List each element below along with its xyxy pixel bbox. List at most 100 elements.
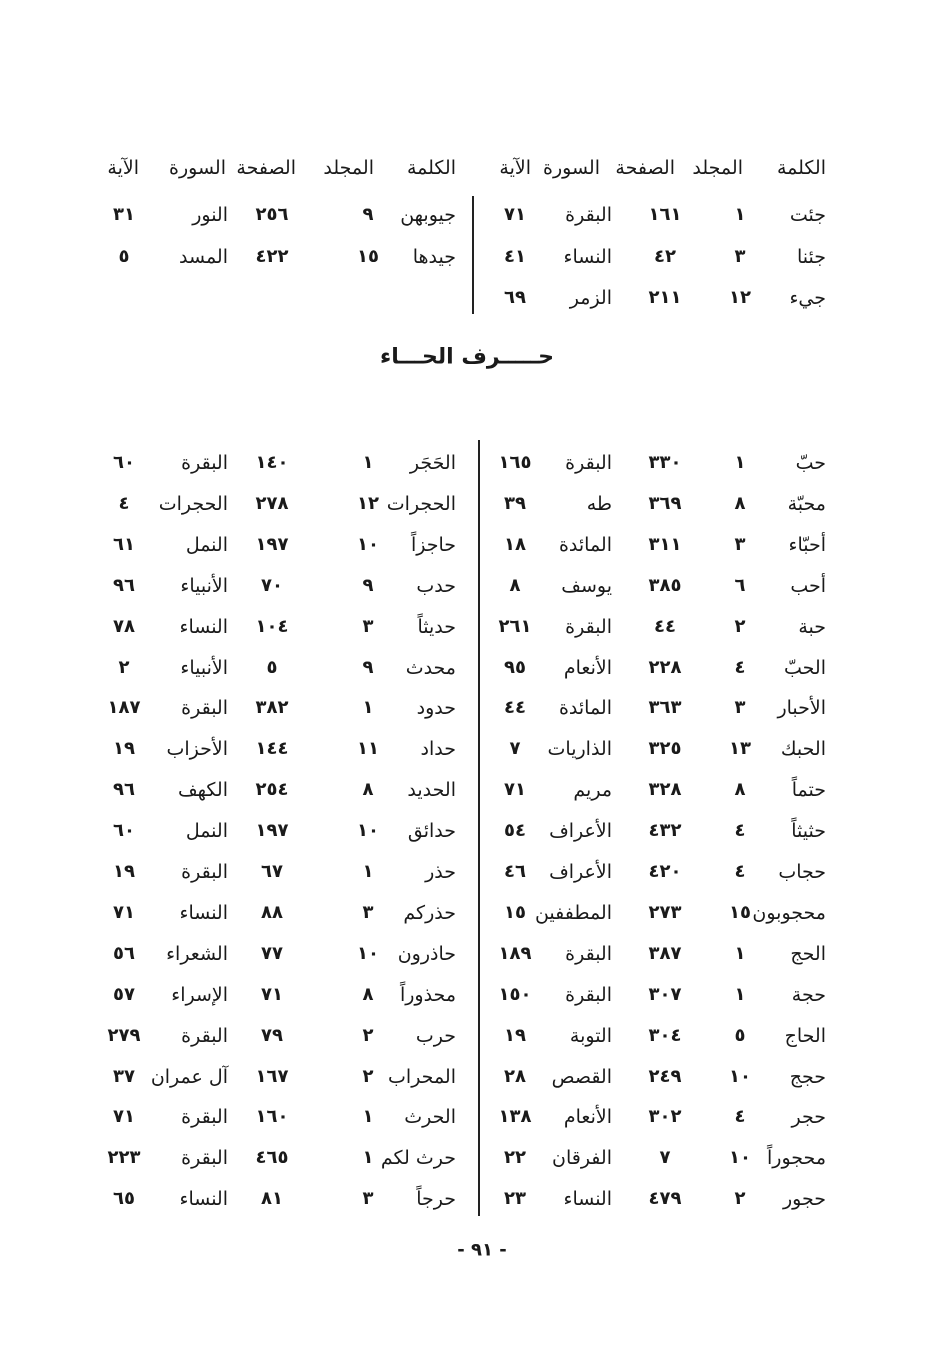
index-page-cell: ٢٧٣ [648, 901, 682, 923]
index-page-cell: ٨٨ [261, 901, 283, 923]
index-surah-cell: القصص [551, 1065, 612, 1088]
index-volume-cell: ٢ [734, 1188, 746, 1210]
index-page-cell: ٣٠٧ [648, 983, 682, 1005]
index-volume-cell: ٣ [734, 697, 746, 719]
index-word-cell: حجر [791, 1106, 827, 1129]
index-ayah-cell: ٢٢٣ [107, 1147, 141, 1169]
index-page-cell: ٢١١ [648, 287, 682, 308]
index-surah-cell: البقرة [181, 452, 228, 474]
index-ayah-cell: ١٣٨ [498, 1106, 532, 1128]
index-page-cell: ٣٦٣ [648, 697, 682, 719]
index-surah-cell: آل عمران [150, 1065, 228, 1088]
index-ayah-cell: ٦١ [113, 533, 135, 555]
index-page-cell: ٣٣٠ [648, 452, 682, 473]
index-ayah-cell: ١٩ [504, 1024, 526, 1046]
index-page-cell: ٢٥٤ [255, 779, 289, 801]
index-word-cell: حجور [782, 1188, 826, 1211]
index-volume-cell: ١٠ [729, 1065, 751, 1087]
index-ayah-cell: ٧١ [113, 1106, 135, 1128]
index-surah-cell: الإسراء [171, 983, 228, 1006]
column-header-volume: المجلد [692, 157, 743, 179]
index-volume-cell: ١٢ [729, 287, 751, 308]
index-surah-cell: الذاريات [547, 738, 612, 761]
index-surah-cell: البقرة [565, 942, 612, 965]
index-volume-cell: ١١ [357, 738, 379, 760]
index-surah-cell: البقرة [181, 1147, 228, 1170]
index-surah-cell: النساء [563, 1188, 612, 1211]
index-surah-cell: البقرة [181, 1024, 228, 1047]
index-ayah-cell: ٢٦١ [498, 615, 532, 637]
index-page-cell: ٣٨٢ [255, 697, 289, 719]
index-volume-cell: ٤ [734, 656, 746, 678]
index-surah-cell: الزمر [569, 287, 612, 309]
index-word-cell: الحبّ [784, 656, 826, 679]
index-volume-cell: ٣ [362, 615, 374, 637]
index-word-cell: الحديد [407, 779, 456, 802]
index-volume-cell: ١٥ [729, 901, 751, 923]
column-header-ayah: الآية [499, 157, 531, 179]
index-surah-cell: يوسف [561, 574, 612, 597]
index-surah-cell: البقرة [181, 697, 228, 720]
index-surah-cell: الأعراف [549, 820, 612, 843]
index-word-cell: حرجاً [416, 1188, 456, 1211]
index-page-cell: ٣٨٧ [648, 942, 682, 964]
index-ayah-cell: ٥٦ [113, 942, 135, 964]
index-word-cell: حجة [791, 983, 826, 1006]
index-word-cell: جيوبهن [400, 204, 456, 226]
index-ayah-cell: ٦٠ [113, 820, 135, 842]
index-word-cell: الحرث [404, 1106, 456, 1129]
index-word-cell: حتماً [791, 779, 826, 802]
index-page-cell: ٤٢٢ [255, 245, 289, 267]
index-volume-cell: ٦ [734, 574, 746, 596]
index-surah-cell: المطففين [534, 901, 612, 924]
index-surah-cell: النمل [185, 533, 228, 556]
index-page-cell: ٤٦٥ [255, 1147, 289, 1169]
index-volume-cell: ٩ [362, 574, 374, 596]
main-column-divider [478, 440, 480, 1216]
index-ayah-cell: ١٨ [504, 533, 526, 555]
index-page-cell: ١٩٧ [255, 820, 289, 842]
index-word-cell: محذوراً [399, 983, 456, 1006]
index-ayah-cell: ٥ [118, 245, 130, 267]
index-word-cell: حداد [420, 738, 456, 761]
index-surah-cell: الأنبياء [180, 656, 228, 679]
index-surah-cell: النمل [185, 820, 228, 843]
index-surah-cell: النساء [179, 615, 228, 638]
index-volume-cell: ٣ [362, 1188, 374, 1210]
index-ayah-cell: ٢ [118, 656, 130, 678]
index-ayah-cell: ٧١ [504, 779, 526, 801]
index-page-cell: ١٤٤ [255, 738, 289, 760]
index-surah-cell: البقرة [565, 452, 612, 474]
column-header-page: الصفحة [236, 157, 296, 179]
index-ayah-cell: ٤٤ [504, 697, 526, 719]
index-surah-cell: البقرة [565, 615, 612, 638]
index-ayah-cell: ٣١ [113, 204, 135, 225]
index-page-cell: ٧٧ [261, 942, 283, 964]
index-word-cell: محدث [405, 656, 456, 679]
index-volume-cell: ٨ [362, 779, 374, 801]
index-volume-cell: ١ [362, 1106, 374, 1128]
index-surah-cell: المائدة [558, 533, 612, 556]
index-ayah-cell: ٦٥ [113, 1188, 135, 1210]
index-ayah-cell: ١٦٥ [498, 452, 532, 473]
index-word-cell: حدود [416, 697, 456, 720]
index-volume-cell: ٣ [362, 901, 374, 923]
index-surah-cell: الأنعام [563, 656, 612, 679]
index-ayah-cell: ٥٧ [113, 983, 135, 1005]
index-ayah-cell: ١٨٧ [107, 697, 141, 719]
index-surah-cell: المسد [179, 245, 228, 268]
index-word-cell: حجج [789, 1065, 826, 1088]
index-surah-cell: الأنعام [563, 1106, 612, 1129]
index-page-cell: ٦٧ [261, 861, 283, 882]
index-ayah-cell: ٤ [118, 492, 130, 514]
page-number: - ٩١ - [457, 1239, 507, 1261]
index-word-cell: حجاب [778, 861, 826, 883]
index-ayah-cell: ٦٠ [113, 452, 135, 473]
index-ayah-cell: ٧١ [504, 204, 526, 225]
index-surah-cell: النساء [563, 245, 612, 268]
index-ayah-cell: ٦٩ [504, 287, 526, 308]
index-page-cell: ٧٩ [261, 1024, 283, 1046]
index-word-cell: حبة [798, 615, 826, 638]
index-page-cell: ٣١١ [648, 533, 682, 555]
index-page-cell: ١٦١ [648, 204, 682, 225]
